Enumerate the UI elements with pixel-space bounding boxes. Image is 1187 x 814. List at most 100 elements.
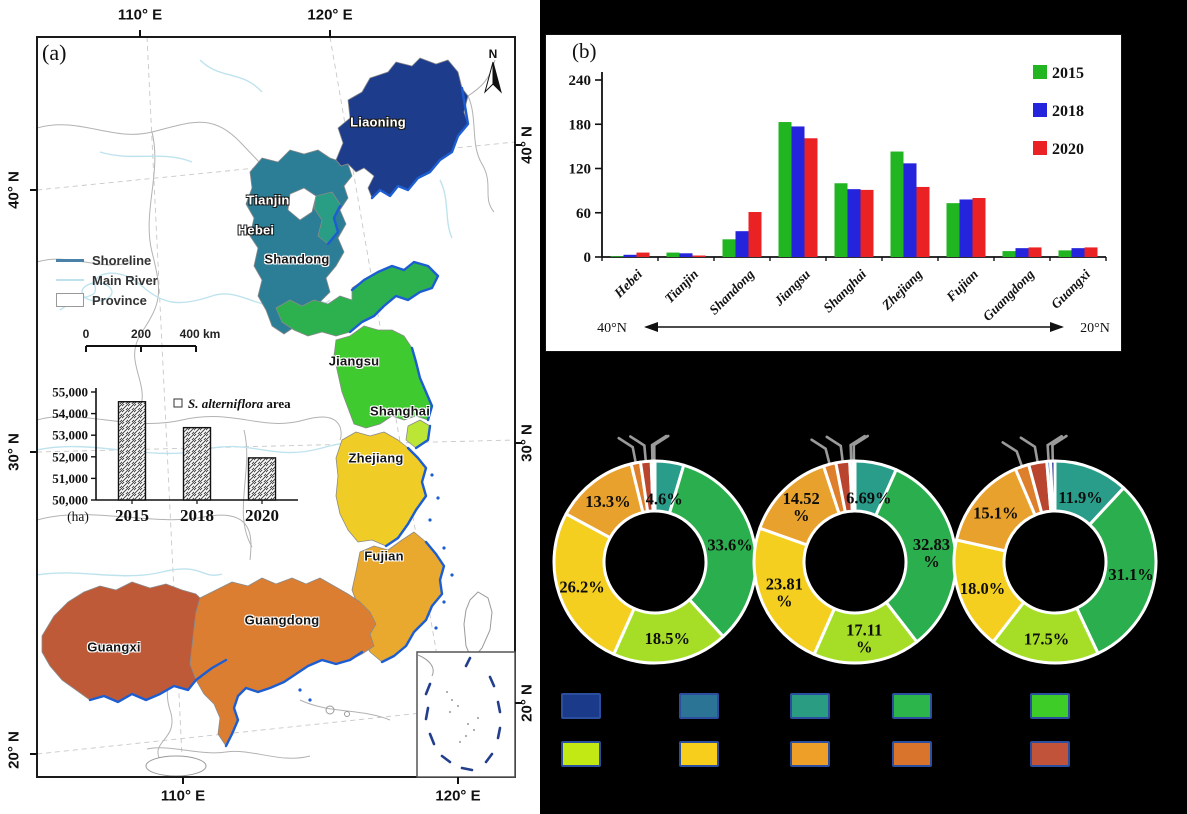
legend-swatch-2020 (1033, 141, 1047, 155)
bar-guangxi-2018 (1071, 248, 1085, 257)
bar-shanghai-2015 (834, 183, 848, 257)
inset-y-tick: 50,000 (52, 493, 88, 508)
category-label: Tianjin (662, 267, 701, 306)
panel-a-label: (a) (42, 40, 67, 65)
y-tick-label: 120 (569, 162, 592, 178)
legend-label: 2018 (1052, 103, 1084, 120)
scale-bar: 0 200 400 km (83, 327, 221, 352)
category-label: Hebei (610, 266, 645, 301)
island-dot (325, 705, 335, 715)
inset-bar-2020 (247, 457, 277, 501)
donut-slice-label: 15.1% (973, 504, 1018, 523)
province-label-jiangsu: Jiangsu (328, 353, 380, 369)
legend-label: Province (92, 292, 147, 308)
bar-shandong-2018 (735, 231, 749, 257)
donut-slice-yellow_green (612, 598, 725, 665)
inset-legend-swatch (173, 398, 183, 408)
donut-slice-navy (851, 459, 857, 513)
svg-text:200: 200 (131, 327, 151, 341)
bar-shandong-2015 (722, 239, 736, 257)
color-swatch-r1-c1 (561, 693, 601, 719)
donut-slice-label: 18.0% (960, 579, 1005, 598)
category-label: Guangxi (1048, 266, 1093, 311)
bar-fujian-2020 (972, 198, 986, 257)
y-tick-label: 60 (576, 206, 591, 222)
shoreline (88, 86, 470, 748)
legend-row-province: Province (56, 290, 158, 310)
latitude-label: 20° N (518, 684, 536, 722)
color-swatch-r1-c4 (892, 693, 932, 719)
inset-bar-2015 (117, 401, 147, 501)
donut-slice-green (1075, 486, 1158, 655)
bar-shandong-2020 (748, 212, 762, 257)
legend-swatch-2015 (1033, 65, 1047, 79)
longitude-label: 110° E (117, 6, 163, 24)
donut-chart-2020: 11.9% 31.1% 17.5% 18.0% 15.1% (952, 434, 1158, 665)
donut-slice-label: 13.3% (585, 492, 630, 511)
legend-swatch-2018 (1033, 103, 1047, 117)
y-tick-label: 240 (569, 73, 592, 89)
panel-b-label: (b) (572, 39, 597, 63)
bar-guangdong-2020 (1028, 247, 1042, 257)
province-label-shanghai: Shanghai (369, 403, 431, 419)
province-box-icon (56, 293, 84, 307)
color-swatch-r2-c4 (892, 741, 932, 767)
longitude-label: 120° E (307, 6, 353, 24)
bar-chart-panel: (b) 0 60 120 180 240 Hebei Tianjin Shandong Jian… (545, 34, 1122, 352)
leader-line (1001, 441, 1023, 467)
legend-label: Shoreline (92, 252, 152, 268)
north-arrow: N (484, 47, 502, 94)
donut-slice-label: 17.5% (1024, 630, 1069, 649)
latitude-label: 40° N (518, 126, 536, 164)
svg-text:N: N (489, 47, 498, 61)
y-tick-label: 0 (584, 250, 592, 266)
donut-slice-label: 17.11% (846, 620, 882, 656)
donut-slice-green (874, 468, 958, 644)
inset-y-tick: 51,000 (52, 471, 88, 486)
inset-bar-2018 (182, 426, 212, 501)
inset-year-label: 2020 (245, 506, 279, 525)
bar-fujian-2018 (959, 199, 973, 257)
category-label: Shanghai (820, 266, 869, 315)
latitude-label: 30° N (518, 424, 536, 462)
coastal-islands (298, 473, 454, 702)
color-swatch-r2-c1 (561, 741, 601, 767)
color-swatch-r1-c5 (1030, 693, 1070, 719)
legend-label: 2020 (1052, 141, 1084, 158)
guangxi-shape (41, 581, 201, 703)
hainan-outline (145, 755, 207, 776)
donut-slice-navy (1049, 459, 1057, 513)
china-coast-map: N 0 200 400 km (30, 30, 522, 784)
donut-slice-yellow (752, 526, 836, 656)
leader-line (1051, 434, 1068, 462)
donut-slice-label: 4.6% (646, 490, 683, 509)
category-label: Fujian (943, 267, 981, 305)
beijing-hole (287, 187, 317, 221)
leader-line (849, 434, 866, 462)
leader-line (629, 435, 648, 462)
bar-guangxi-2020 (1084, 247, 1098, 257)
axis-ticks (30, 30, 522, 784)
province-label-liaoning: Liaoning (350, 114, 406, 130)
category-label: Shandong (706, 266, 757, 317)
donut-slice-label: 23.81% (766, 574, 803, 610)
map-legend: Shoreline Main River Province (56, 250, 158, 310)
arrow-left-label: 40°N (597, 321, 627, 336)
inset-legend-label: S. alterniflora area (188, 396, 291, 411)
donut-slice-green (668, 463, 758, 638)
island-dot (344, 711, 350, 717)
province-shapes (41, 57, 469, 747)
bar-fujian-2015 (946, 203, 960, 257)
province-label-shandong: Shandong (264, 251, 330, 267)
inset-y-tick: 53,000 (52, 428, 88, 443)
province-label-hebei: Hebei (237, 222, 275, 238)
bar-guangxi-2015 (1058, 250, 1072, 257)
svg-text:400 km: 400 km (180, 327, 221, 341)
color-swatch-r2-c3 (790, 741, 830, 767)
donut-chart-2015: 4.6% 33.6% 18.5% 26.2% 13.3% (552, 434, 758, 665)
province-label-tianjin: Tianjin (246, 192, 290, 208)
legend-row-main-river: Main River (56, 270, 158, 290)
bar-zhejiang-2015 (890, 151, 904, 257)
shoreline-line-icon (56, 258, 84, 262)
inset-year-label: 2018 (180, 506, 214, 525)
